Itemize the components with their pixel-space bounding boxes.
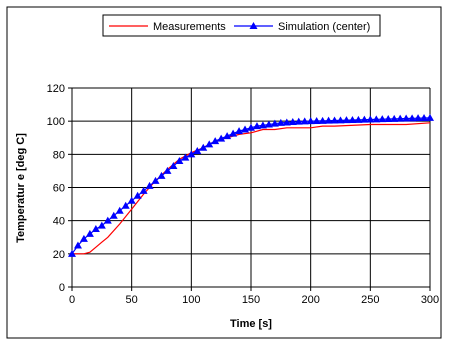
- series-point-simulation-center: [270, 119, 279, 127]
- series-point-simulation-center: [276, 118, 285, 126]
- axes: [68, 87, 431, 291]
- x-tick-label: 200: [301, 294, 319, 306]
- series-point-simulation-center: [300, 117, 309, 125]
- series-point-simulation-center: [127, 196, 136, 204]
- series-point-simulation-center: [223, 132, 232, 140]
- y-tick-label: 20: [53, 249, 65, 261]
- series-point-simulation-center: [205, 140, 214, 148]
- series-point-simulation-center: [91, 224, 100, 232]
- series-point-simulation-center: [73, 241, 82, 249]
- series-point-simulation-center: [175, 156, 184, 164]
- series-point-simulation-center: [139, 186, 148, 194]
- series-point-simulation-center: [247, 123, 255, 131]
- series-point-simulation-center: [288, 117, 297, 125]
- series-point-simulation-center: [252, 122, 261, 130]
- series-point-simulation-center: [306, 117, 315, 125]
- series-layer: [68, 113, 434, 257]
- x-tick-label: 50: [126, 294, 138, 306]
- series-point-simulation-center: [420, 114, 429, 122]
- series-point-simulation-center: [318, 116, 327, 124]
- series-point-simulation-center: [390, 114, 399, 122]
- series-point-simulation-center: [109, 211, 118, 219]
- series-point-simulation-center: [294, 117, 303, 125]
- series-point-simulation-center: [360, 115, 369, 123]
- series-point-simulation-center: [229, 129, 238, 137]
- series-point-simulation-center: [414, 114, 423, 122]
- series-point-simulation-center: [68, 249, 76, 257]
- series-point-simulation-center: [103, 216, 112, 224]
- series-point-simulation-center: [402, 114, 411, 122]
- series-point-simulation-center: [181, 153, 190, 161]
- x-tick-label: 100: [182, 294, 200, 306]
- y-tick-label: 100: [47, 116, 65, 128]
- x-axis-label: Time [s]: [230, 318, 272, 330]
- series-point-simulation-center: [336, 116, 345, 124]
- series-point-simulation-center: [133, 191, 142, 199]
- series-point-simulation-center: [426, 113, 434, 121]
- y-tick-label: 0: [59, 282, 65, 294]
- series-point-simulation-center: [312, 117, 321, 125]
- series-point-simulation-center: [193, 147, 202, 155]
- series-point-simulation-center: [97, 221, 106, 229]
- series-point-simulation-center: [187, 150, 196, 158]
- series-point-simulation-center: [217, 134, 226, 142]
- y-tick-label: 120: [47, 83, 65, 95]
- series-point-simulation-center: [348, 116, 357, 124]
- x-tick-labels: 0 50 100 150 200 250 300: [69, 294, 439, 306]
- x-tick-label: 300: [421, 294, 439, 306]
- legend-label-simulation: Simulation (center): [278, 21, 370, 33]
- series-point-simulation-center: [324, 116, 333, 124]
- y-tick-label: 40: [53, 216, 65, 228]
- series-point-simulation-center: [366, 115, 375, 123]
- series-point-simulation-center: [157, 171, 166, 179]
- series-point-simulation-center: [169, 161, 178, 169]
- series-point-simulation-center: [354, 115, 363, 123]
- series-point-simulation-center: [145, 181, 154, 189]
- x-tick-label: 150: [242, 294, 260, 306]
- x-tick-label: 250: [361, 294, 379, 306]
- series-point-simulation-center: [372, 115, 381, 123]
- legend-marker-simulation: [249, 22, 258, 29]
- series-point-simulation-center: [79, 234, 88, 242]
- series-point-simulation-center: [264, 120, 273, 128]
- x-tick-label: 0: [69, 294, 75, 306]
- series-point-simulation-center: [211, 137, 220, 145]
- legend: Measurements Simulation (center): [102, 14, 381, 37]
- series-point-simulation-center: [396, 114, 405, 122]
- series-point-simulation-center: [378, 115, 387, 123]
- series-point-simulation-center: [258, 121, 267, 129]
- series-point-simulation-center: [342, 116, 351, 124]
- series-point-simulation-center: [384, 115, 393, 123]
- series-point-simulation-center: [408, 114, 417, 122]
- series-point-simulation-center: [151, 176, 160, 184]
- series-point-simulation-center: [199, 143, 208, 151]
- series-point-simulation-center: [282, 118, 291, 126]
- y-tick-label: 80: [53, 149, 65, 161]
- legend-label-measurements: Measurements: [153, 21, 226, 33]
- y-tick-labels: 0 20 40 60 80 100 120: [47, 83, 65, 294]
- series-point-simulation-center: [121, 201, 130, 209]
- series-point-simulation-center: [115, 206, 124, 214]
- y-tick-label: 60: [53, 183, 65, 195]
- y-axis-label: Temperatur e [deg C]: [15, 133, 27, 243]
- series-point-simulation-center: [241, 125, 250, 133]
- series-point-simulation-center: [235, 127, 244, 135]
- series-point-simulation-center: [85, 229, 94, 237]
- series-point-simulation-center: [163, 166, 172, 174]
- series-point-simulation-center: [330, 116, 339, 124]
